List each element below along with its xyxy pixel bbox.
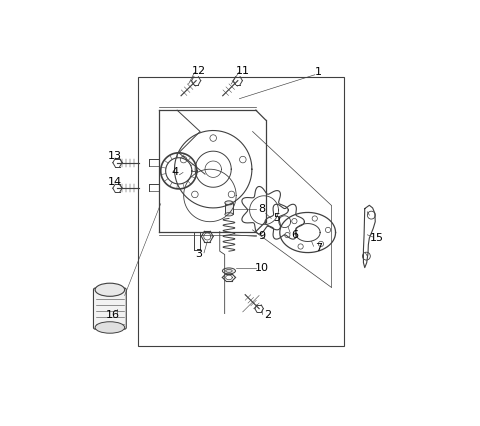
Text: 15: 15 xyxy=(370,233,384,243)
Ellipse shape xyxy=(95,322,125,333)
Text: 16: 16 xyxy=(106,310,120,320)
Text: 14: 14 xyxy=(108,177,122,187)
Ellipse shape xyxy=(226,269,232,272)
FancyBboxPatch shape xyxy=(94,288,126,329)
Text: 7: 7 xyxy=(314,243,322,253)
Text: 10: 10 xyxy=(255,262,269,273)
Text: 11: 11 xyxy=(236,66,250,76)
Ellipse shape xyxy=(225,213,233,216)
Text: 3: 3 xyxy=(195,250,202,259)
Text: 2: 2 xyxy=(264,310,271,320)
Text: 12: 12 xyxy=(192,66,205,76)
Bar xyxy=(225,203,233,214)
Text: 9: 9 xyxy=(258,231,265,242)
Ellipse shape xyxy=(222,268,236,274)
Ellipse shape xyxy=(95,283,125,296)
Text: 8: 8 xyxy=(258,204,265,213)
Text: 13: 13 xyxy=(108,151,122,161)
Text: 4: 4 xyxy=(172,167,179,178)
Bar xyxy=(138,78,345,346)
Text: 1: 1 xyxy=(315,67,322,78)
Text: 6: 6 xyxy=(292,230,299,240)
Ellipse shape xyxy=(225,201,233,205)
Text: 5: 5 xyxy=(274,213,281,223)
